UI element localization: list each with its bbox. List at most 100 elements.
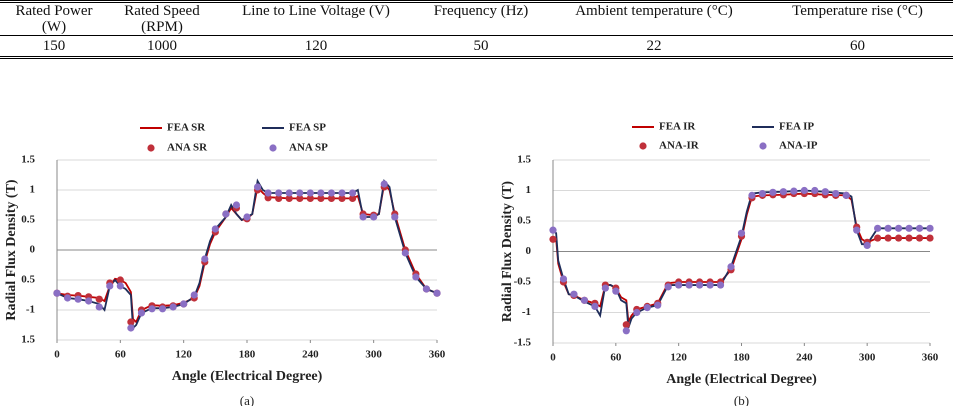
- data-point: [106, 282, 114, 290]
- data-point: [633, 308, 641, 317]
- series-line: [552, 189, 930, 329]
- table-row: 150 1000 120 50 22 60: [0, 36, 953, 58]
- data-point: [370, 213, 378, 221]
- legend-swatch: [639, 142, 647, 150]
- data-point: [63, 294, 72, 302]
- data-point: [915, 224, 924, 232]
- data-point: [275, 189, 283, 197]
- x-tick-label: 180: [239, 349, 256, 361]
- data-point: [591, 302, 599, 310]
- y-tick-label: -1.5: [514, 337, 532, 349]
- data-point: [643, 304, 651, 312]
- header-cell: Rated Power (W): [0, 1, 108, 36]
- data-point: [127, 318, 135, 326]
- data-point: [570, 290, 578, 298]
- data-point: [338, 194, 346, 202]
- series-line: [553, 192, 930, 325]
- caption: (a): [240, 393, 254, 406]
- x-tick-label: 360: [429, 349, 446, 361]
- legend-label: ANA-IR: [659, 140, 700, 152]
- cell: 60: [850, 38, 865, 54]
- x-tick-label: 300: [365, 349, 382, 361]
- x-tick-label: 360: [922, 352, 939, 364]
- data-point: [127, 324, 135, 332]
- data-point: [137, 309, 146, 317]
- y-tick-label: 0: [526, 245, 532, 257]
- series-line: [56, 178, 438, 330]
- data-point: [401, 249, 409, 257]
- data-point: [811, 186, 819, 195]
- data-point: [926, 224, 934, 232]
- data-point: [622, 327, 630, 335]
- y-tick-label: 0: [30, 244, 36, 256]
- data-point: [853, 226, 861, 234]
- data-point: [422, 285, 431, 293]
- x-tick-label: 180: [733, 352, 750, 364]
- y-tick-label: 1: [30, 184, 36, 196]
- cell: 1000: [147, 38, 177, 54]
- y-tick-label: 1.5: [517, 154, 531, 166]
- data-point: [380, 180, 388, 188]
- data-point: [926, 234, 934, 242]
- data-point: [894, 224, 903, 232]
- data-point: [769, 188, 777, 196]
- data-point: [306, 189, 314, 197]
- data-point: [884, 224, 892, 232]
- data-point: [685, 281, 693, 289]
- data-point: [201, 255, 209, 263]
- data-point: [275, 194, 283, 202]
- data-point: [779, 188, 787, 196]
- data-point: [696, 281, 704, 289]
- data-point: [327, 189, 336, 197]
- data-point: [95, 303, 103, 311]
- data-point: [874, 224, 882, 232]
- header-cell: Frequency (Hz): [416, 1, 546, 36]
- data-point: [790, 187, 798, 195]
- data-point: [612, 287, 620, 295]
- data-point: [306, 194, 314, 202]
- data-point: [821, 188, 829, 196]
- data-point: [264, 189, 272, 197]
- data-point: [622, 321, 630, 329]
- data-point: [243, 213, 251, 221]
- header-cell: Temperature rise (°C): [762, 1, 953, 36]
- cell: 150: [42, 38, 66, 54]
- data-point: [842, 191, 850, 199]
- data-point: [285, 194, 293, 202]
- data-point: [116, 282, 124, 290]
- x-tick-label: 120: [670, 352, 687, 364]
- y-tick-label: -0.5: [514, 276, 532, 288]
- y-tick-label: 0.5: [21, 214, 35, 226]
- data-point: [758, 189, 767, 198]
- data-point: [348, 194, 357, 202]
- legend-swatch: [269, 144, 277, 152]
- data-point: [664, 283, 672, 291]
- data-point: [601, 284, 609, 292]
- data-point: [433, 289, 441, 297]
- data-point: [211, 225, 219, 233]
- x-tick-label: 0: [550, 352, 556, 364]
- data-point: [559, 275, 568, 283]
- data-point: [348, 189, 357, 197]
- y-axis-title: Radial Flux Density (T): [500, 181, 515, 323]
- data-point: [296, 194, 304, 202]
- data-point: [884, 234, 892, 242]
- data-point: [53, 289, 61, 297]
- data-point: [874, 234, 882, 242]
- y-tick-label: -1: [26, 304, 35, 316]
- cell: 120: [304, 38, 328, 54]
- x-tick-label: 240: [796, 352, 813, 364]
- data-point: [169, 303, 177, 311]
- data-point: [327, 194, 336, 202]
- data-point: [85, 297, 93, 305]
- legend-label: ANA-IP: [779, 140, 818, 152]
- data-point: [338, 189, 346, 197]
- cell: 50: [473, 38, 489, 54]
- data-point: [800, 186, 808, 195]
- data-point: [863, 241, 871, 249]
- data-point: [74, 295, 82, 303]
- data-point: [116, 276, 124, 284]
- data-point: [190, 291, 198, 299]
